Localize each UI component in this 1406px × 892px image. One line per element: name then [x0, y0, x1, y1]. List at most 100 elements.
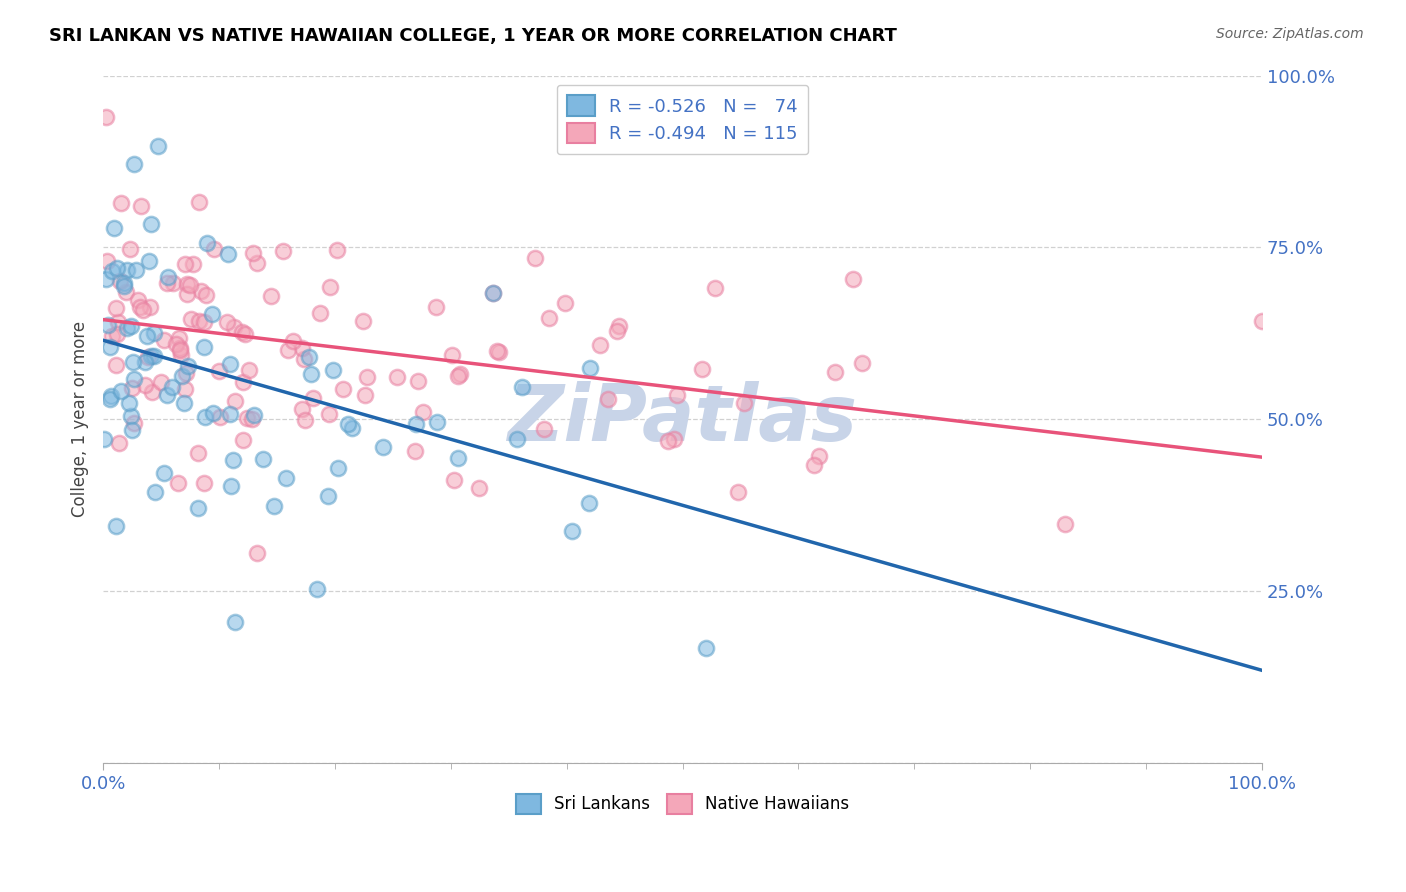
Point — [291, 341, 314, 355]
Point — [222, 453, 245, 467]
Point — [193, 475, 215, 490]
Point — [385, 370, 408, 384]
Point — [259, 288, 281, 302]
Point — [105, 327, 128, 342]
Point — [187, 195, 209, 210]
Point — [115, 263, 138, 277]
Point — [224, 394, 246, 409]
Point — [112, 278, 135, 293]
Point — [371, 440, 394, 454]
Point — [340, 421, 363, 435]
Point — [202, 242, 225, 256]
Point — [174, 367, 197, 381]
Point — [405, 417, 427, 432]
Point — [337, 417, 360, 431]
Point — [98, 392, 121, 406]
Point — [169, 343, 191, 357]
Point — [408, 375, 430, 389]
Point — [202, 405, 225, 419]
Point — [170, 369, 193, 384]
Point — [108, 274, 131, 288]
Legend: Sri Lankans, Native Hawaiians: Sri Lankans, Native Hawaiians — [506, 784, 859, 823]
Point — [110, 384, 132, 398]
Point — [176, 277, 198, 291]
Point — [207, 364, 229, 378]
Point — [426, 415, 449, 429]
Point — [141, 385, 163, 400]
Point — [485, 343, 508, 358]
Point — [322, 363, 344, 377]
Point — [824, 365, 846, 379]
Point — [666, 388, 689, 402]
Point — [505, 432, 527, 446]
Point — [305, 582, 328, 596]
Point — [271, 244, 294, 258]
Point — [233, 327, 256, 342]
Point — [309, 306, 332, 320]
Point — [561, 524, 583, 539]
Point — [276, 471, 298, 485]
Point — [690, 362, 713, 376]
Point — [176, 287, 198, 301]
Point — [808, 450, 831, 464]
Point — [93, 433, 115, 447]
Point — [162, 276, 184, 290]
Point — [326, 244, 349, 258]
Point — [589, 338, 612, 352]
Point — [326, 461, 349, 475]
Point — [294, 413, 316, 427]
Point — [242, 245, 264, 260]
Point — [101, 329, 124, 343]
Point — [302, 391, 325, 405]
Point — [194, 287, 217, 301]
Point — [488, 345, 510, 359]
Point — [851, 356, 873, 370]
Point — [246, 546, 269, 560]
Point — [165, 337, 187, 351]
Point — [157, 270, 180, 285]
Point — [354, 387, 377, 401]
Point — [173, 396, 195, 410]
Point — [446, 451, 468, 466]
Point — [318, 407, 340, 421]
Point — [139, 301, 162, 315]
Point — [122, 416, 145, 430]
Point — [134, 378, 156, 392]
Point — [120, 243, 142, 257]
Point — [153, 333, 176, 347]
Point — [112, 276, 135, 290]
Point — [447, 369, 470, 384]
Point — [468, 481, 491, 495]
Point — [298, 350, 321, 364]
Point — [664, 432, 686, 446]
Point — [263, 500, 285, 514]
Point — [103, 221, 125, 235]
Point — [236, 411, 259, 425]
Point — [97, 318, 120, 333]
Point — [179, 278, 201, 293]
Point — [703, 281, 725, 295]
Point — [108, 435, 131, 450]
Point — [440, 347, 463, 361]
Point — [120, 319, 142, 334]
Point — [219, 479, 242, 493]
Point — [404, 443, 426, 458]
Point — [120, 409, 142, 424]
Point — [319, 279, 342, 293]
Point — [141, 350, 163, 364]
Point — [169, 341, 191, 355]
Point — [181, 257, 204, 271]
Point — [149, 375, 172, 389]
Point — [105, 358, 128, 372]
Point — [283, 334, 305, 348]
Point — [121, 423, 143, 437]
Point — [110, 196, 132, 211]
Point — [136, 351, 159, 365]
Point — [482, 286, 505, 301]
Point — [169, 348, 191, 362]
Point — [208, 410, 231, 425]
Point — [127, 293, 149, 307]
Point — [842, 272, 865, 286]
Point — [425, 300, 447, 314]
Point — [218, 357, 240, 371]
